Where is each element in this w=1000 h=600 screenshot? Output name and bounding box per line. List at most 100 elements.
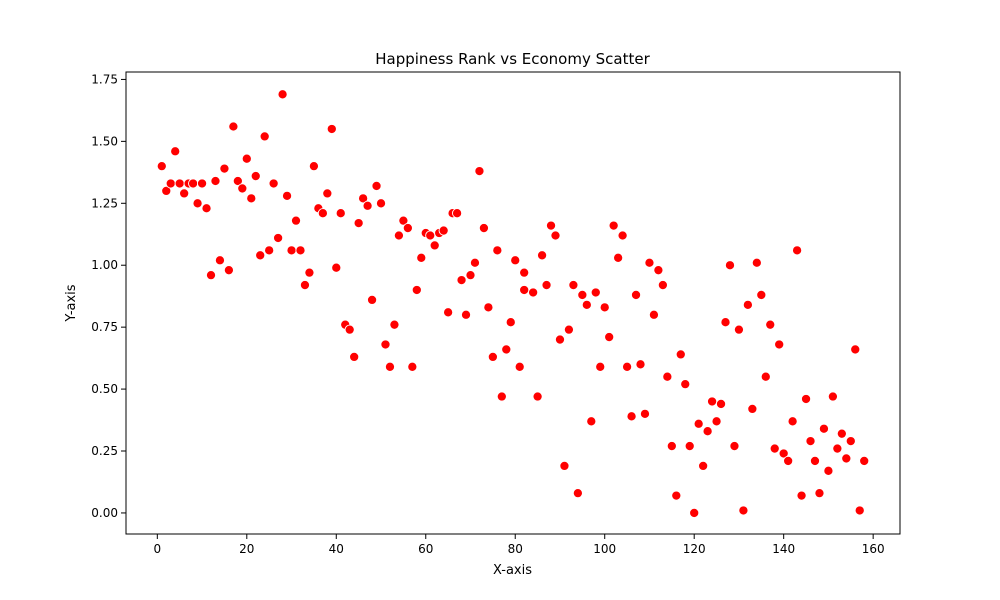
- data-point: [322, 188, 333, 199]
- data-point: [532, 391, 543, 402]
- data-point: [411, 284, 422, 296]
- data-point: [452, 208, 463, 219]
- x-tick-label: 80: [508, 542, 523, 556]
- data-point: [595, 361, 606, 372]
- data-point: [250, 170, 261, 182]
- data-point: [232, 175, 243, 187]
- data-point: [416, 252, 427, 263]
- data-point: [353, 218, 364, 229]
- data-point: [237, 183, 248, 194]
- data-point: [774, 339, 785, 350]
- data-point: [689, 507, 700, 518]
- data-point: [581, 299, 592, 310]
- data-point: [792, 245, 803, 256]
- y-tick-label: 0.75: [91, 320, 118, 334]
- data-point: [174, 178, 185, 189]
- data-point: [308, 161, 319, 172]
- data-point: [277, 89, 288, 100]
- data-point: [577, 289, 588, 301]
- data-point: [845, 436, 856, 447]
- data-point: [179, 188, 190, 199]
- data-point: [286, 245, 297, 256]
- data-point: [367, 294, 378, 305]
- data-point: [635, 359, 646, 370]
- data-point: [456, 275, 467, 286]
- x-tick-label: 0: [153, 542, 161, 556]
- data-point: [760, 371, 771, 382]
- data-point: [246, 193, 257, 204]
- data-point: [264, 245, 275, 256]
- data-point: [344, 324, 355, 335]
- data-point: [290, 215, 302, 226]
- data-point: [724, 260, 736, 271]
- data-point: [407, 361, 418, 372]
- data-point: [362, 200, 373, 211]
- data-point: [599, 302, 610, 313]
- data-point: [161, 185, 172, 196]
- data-point: [680, 379, 691, 390]
- data-point: [371, 180, 382, 191]
- data-point: [375, 198, 387, 209]
- data-point: [604, 332, 615, 343]
- data-point: [617, 230, 628, 241]
- data-point: [259, 131, 270, 142]
- data-point: [693, 418, 704, 429]
- data-point: [698, 460, 709, 471]
- data-point: [675, 349, 686, 360]
- data-point: [331, 262, 342, 273]
- data-point: [841, 453, 852, 464]
- data-point: [662, 371, 673, 382]
- data-point: [859, 455, 870, 466]
- data-point: [630, 289, 642, 301]
- x-tick-label: 60: [418, 542, 433, 556]
- data-point: [644, 257, 655, 268]
- data-point: [733, 324, 744, 335]
- x-tick-label: 20: [239, 542, 254, 556]
- data-point: [483, 302, 494, 313]
- data-point: [510, 255, 521, 266]
- y-tick-label: 1.50: [91, 134, 118, 148]
- data-point: [299, 279, 311, 291]
- data-point: [559, 460, 570, 471]
- data-point: [608, 220, 619, 231]
- y-tick-label: 1.00: [91, 258, 118, 272]
- data-point: [474, 166, 485, 177]
- data-point: [519, 284, 530, 296]
- data-point: [384, 361, 396, 372]
- y-tick-label: 1.75: [91, 72, 118, 86]
- data-point: [666, 441, 677, 452]
- data-point: [241, 153, 252, 164]
- data-point: [626, 411, 637, 422]
- data-point: [197, 178, 208, 189]
- data-point: [402, 223, 413, 234]
- data-point: [809, 455, 821, 466]
- chart-title: Happiness Rank vs Economy Scatter: [375, 50, 650, 68]
- data-point: [836, 428, 847, 439]
- y-tick-label: 0.25: [91, 444, 118, 458]
- data-point: [613, 252, 624, 263]
- data-point: [317, 208, 328, 219]
- data-point: [832, 443, 843, 454]
- data-point: [702, 426, 713, 437]
- data-point: [496, 391, 507, 402]
- data-point: [349, 351, 360, 362]
- data-point: [219, 163, 230, 174]
- data-point: [282, 190, 293, 201]
- data-point: [304, 267, 315, 278]
- data-point: [765, 319, 776, 330]
- data-point: [478, 223, 489, 234]
- data-point: [854, 505, 865, 516]
- data-point: [550, 230, 561, 241]
- data-point: [541, 279, 552, 291]
- data-point: [756, 289, 767, 301]
- data-point: [751, 257, 762, 268]
- data-point: [720, 317, 731, 328]
- data-point: [545, 220, 557, 231]
- data-point: [487, 351, 498, 362]
- x-tick-label: 40: [329, 542, 344, 556]
- data-point: [563, 324, 574, 335]
- data-point: [778, 448, 789, 459]
- scatter-points: [156, 89, 870, 518]
- x-tick-label: 160: [862, 542, 885, 556]
